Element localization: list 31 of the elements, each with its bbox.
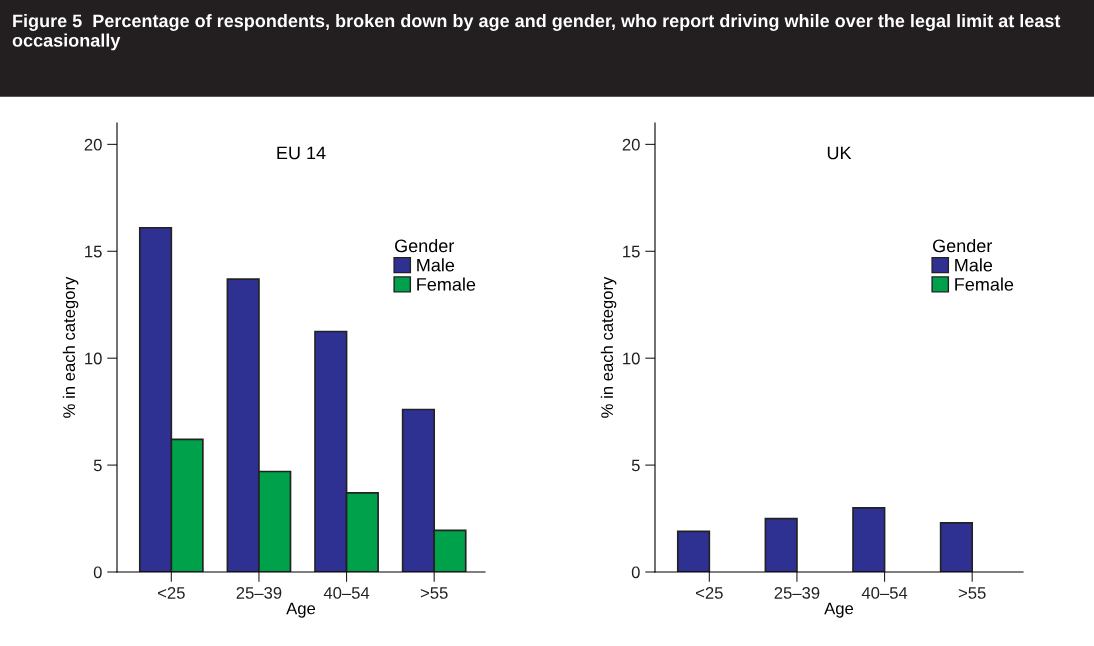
legend-label: Female bbox=[955, 277, 1014, 291]
legend-label: Female bbox=[417, 277, 476, 291]
x-tick-label: 25–39 bbox=[774, 587, 820, 599]
x-tick-label: <25 bbox=[158, 587, 185, 599]
x-axis-title: Age bbox=[824, 602, 854, 618]
y-tick-label: 15 bbox=[85, 245, 102, 258]
x-tick-label: 40–54 bbox=[323, 587, 370, 599]
y-tick-label: 10 bbox=[85, 352, 102, 365]
text: Figure 5 Percentage of respondents, broken down by age and gender, who report driving while over the legal limit at least occasionally bbox=[12, 14, 1061, 51]
y-axis-title: % in each category bbox=[600, 276, 617, 418]
text: UK bbox=[827, 146, 852, 160]
y-tick-label: 10 bbox=[623, 352, 640, 365]
x-tick-label: 25–39 bbox=[236, 587, 282, 599]
x-tick-label: <25 bbox=[696, 587, 723, 599]
y-axis-title: % in each category bbox=[62, 276, 79, 418]
x-tick-label: 40–54 bbox=[861, 587, 908, 599]
y-tick-label: 15 bbox=[623, 245, 640, 258]
legend-title: Gender bbox=[395, 238, 455, 253]
x-tick-label: >55 bbox=[420, 587, 448, 599]
legend-label: Male bbox=[955, 258, 993, 272]
y-tick-label: 0 bbox=[631, 566, 640, 579]
y-tick-label: 20 bbox=[84, 138, 102, 151]
text: EU 14 bbox=[277, 146, 326, 160]
legend-title: Gender bbox=[933, 238, 993, 253]
y-tick-label: 20 bbox=[622, 138, 640, 151]
y-tick-label: 0 bbox=[93, 566, 102, 579]
y-tick-label: 5 bbox=[93, 459, 102, 472]
y-tick-label: 5 bbox=[631, 459, 640, 472]
x-axis-title: Age bbox=[286, 602, 316, 618]
legend-label: Male bbox=[417, 258, 455, 272]
x-tick-label: >55 bbox=[958, 587, 986, 599]
